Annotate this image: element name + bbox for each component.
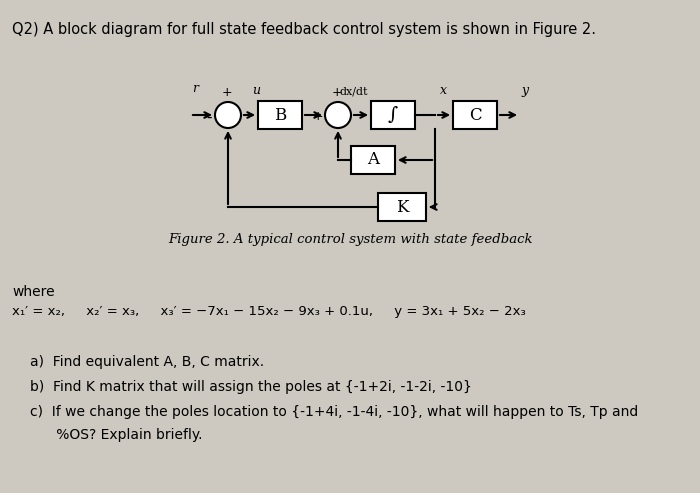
Text: +: +	[312, 110, 323, 124]
Text: B: B	[274, 106, 286, 124]
Text: Q2) A block diagram for full state feedback control system is shown in Figure 2.: Q2) A block diagram for full state feedb…	[12, 22, 596, 37]
Bar	[378, 193, 426, 221]
Text: dx/dt: dx/dt	[340, 87, 368, 97]
Text: %OS? Explain briefly.: %OS? Explain briefly.	[30, 428, 202, 442]
Text: A: A	[367, 151, 379, 169]
Text: +: +	[222, 86, 232, 99]
Text: x₁′ = x₂,     x₂′ = x₃,     x₃′ = −7x₁ − 15x₂ − 9x₃ + 0.1u,     y = 3x₁ + 5x₂ − : x₁′ = x₂, x₂′ = x₃, x₃′ = −7x₁ − 15x₂ − …	[12, 305, 526, 318]
Text: b)  Find K matrix that will assign the poles at {-1+2i, -1-2i, -10}: b) Find K matrix that will assign the po…	[30, 380, 472, 394]
Text: r: r	[192, 82, 198, 95]
Text: K: K	[395, 199, 408, 215]
Text: x: x	[440, 84, 447, 97]
Text: where: where	[12, 285, 55, 299]
Text: +: +	[332, 86, 342, 99]
Text: Figure 2. A typical control system with state feedback: Figure 2. A typical control system with …	[168, 234, 532, 246]
Circle shape	[215, 102, 241, 128]
Bar	[351, 146, 395, 174]
Bar	[371, 101, 415, 129]
Circle shape	[325, 102, 351, 128]
Text: -: -	[206, 109, 212, 125]
Text: ∫: ∫	[388, 106, 398, 124]
Text: y: y	[522, 84, 528, 97]
Text: C: C	[469, 106, 482, 124]
Bar	[258, 101, 302, 129]
Text: c)  If we change the poles location to {-1+4i, -1-4i, -10}, what will happen to : c) If we change the poles location to {-…	[30, 405, 638, 419]
Text: u: u	[252, 84, 260, 97]
Text: a)  Find equivalent A, B, C matrix.: a) Find equivalent A, B, C matrix.	[30, 355, 264, 369]
Bar	[453, 101, 497, 129]
